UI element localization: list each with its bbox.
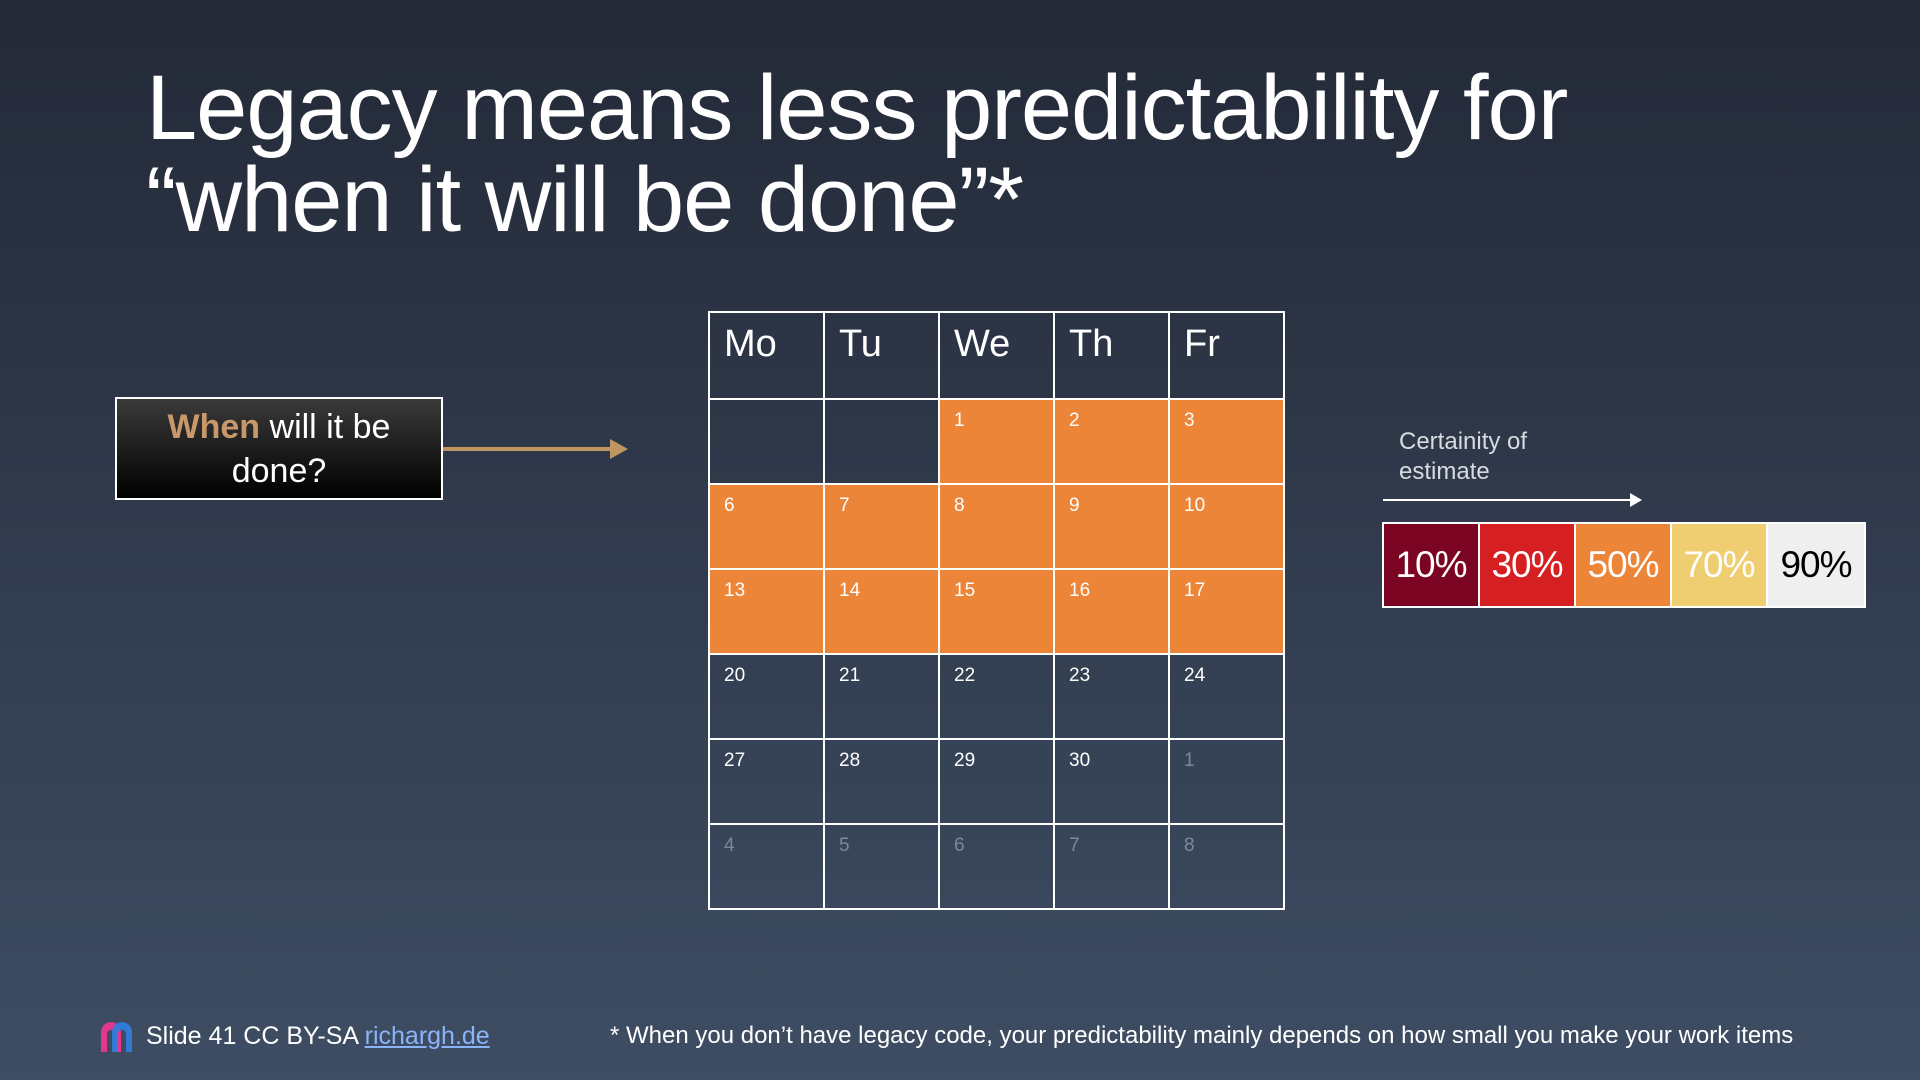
- calendar-day-number: 14: [839, 580, 861, 601]
- question-highlight: When: [167, 407, 261, 446]
- calendar-day-cell: 2: [1053, 398, 1170, 485]
- calendar-day-cell: 10: [1168, 483, 1285, 570]
- calendar-day-number: 4: [724, 835, 735, 856]
- question-rest: will it be done?: [231, 407, 391, 490]
- calendar-header-cell: Fr: [1168, 311, 1285, 400]
- calendar-day-cell: 22: [938, 653, 1055, 740]
- calendar-day-number: 27: [724, 750, 746, 771]
- calendar-day-cell: 28: [823, 738, 940, 825]
- question-arrow-head-icon: [610, 439, 628, 459]
- calendar-week-row: 6 7 8 9 10: [708, 483, 1285, 570]
- calendar-day-cell: 30: [1053, 738, 1170, 825]
- calendar-day-cell: [823, 398, 940, 485]
- calendar-day-cell: 1: [938, 398, 1055, 485]
- calendar-day-number: 23: [1069, 665, 1091, 686]
- calendar-day-cell: 3: [1168, 398, 1285, 485]
- calendar-day-cell: [708, 398, 825, 485]
- calendar-day-number: 24: [1184, 665, 1206, 686]
- calendar-week-row: 4 5 6 7 8: [708, 823, 1285, 910]
- certainty-arrow-head-icon: [1630, 493, 1642, 507]
- calendar-day-number: 20: [724, 665, 746, 686]
- calendar-day-number: 13: [724, 580, 746, 601]
- certainty-level: 70%: [1672, 524, 1768, 606]
- calendar-day-cell: 13: [708, 568, 825, 655]
- calendar-day-number: 7: [1069, 835, 1080, 856]
- calendar-day-cell: 4: [708, 823, 825, 910]
- calendar-day-number: 5: [839, 835, 850, 856]
- calendar-day-cell: 6: [708, 483, 825, 570]
- calendar-week-row: 20 21 22 23 24: [708, 653, 1285, 740]
- calendar-day-cell: 20: [708, 653, 825, 740]
- certainty-level: 10%: [1384, 524, 1480, 606]
- calendar-week-row: 13 14 15 16 17: [708, 568, 1285, 655]
- calendar-day-number: 30: [1069, 750, 1091, 771]
- calendar-day-number: 7: [839, 495, 850, 516]
- calendar-day-cell: 24: [1168, 653, 1285, 740]
- calendar-day-number: 16: [1069, 580, 1091, 601]
- calendar-day-number: 10: [1184, 495, 1206, 516]
- slide-title: Legacy means less predictability for “wh…: [146, 62, 1746, 246]
- footer-slide-info: Slide 41 CC BY-SA richargh.de: [146, 1022, 490, 1051]
- calendar-day-cell: 8: [1168, 823, 1285, 910]
- logo-icon: [101, 1022, 132, 1052]
- calendar-day-number: 28: [839, 750, 861, 771]
- certainty-label: Certainity of estimate: [1399, 428, 1528, 485]
- calendar-day-number: 6: [954, 835, 965, 856]
- calendar-day-number: 8: [1184, 835, 1195, 856]
- calendar-header-cell: Th: [1053, 311, 1170, 400]
- calendar-day-number: 1: [1184, 750, 1195, 771]
- question-text: When will it be done?: [137, 405, 421, 493]
- calendar-day-cell: 21: [823, 653, 940, 740]
- calendar-day-number: 9: [1069, 495, 1080, 516]
- certainty-level: 90%: [1768, 524, 1864, 606]
- calendar-day-cell: 17: [1168, 568, 1285, 655]
- calendar-day-cell: 6: [938, 823, 1055, 910]
- certainty-scale: 10% 30% 50% 70% 90%: [1382, 522, 1866, 608]
- certainty-arrow-line: [1383, 499, 1633, 501]
- calendar-day-cell: 27: [708, 738, 825, 825]
- calendar-day-number: 2: [1069, 410, 1080, 431]
- footer-link[interactable]: richargh.de: [364, 1022, 490, 1050]
- question-box: When will it be done?: [115, 397, 443, 500]
- calendar-day-number: 6: [724, 495, 735, 516]
- calendar-day-number: 22: [954, 665, 976, 686]
- calendar-day-number: 29: [954, 750, 976, 771]
- calendar-day-cell: 8: [938, 483, 1055, 570]
- calendar-day-cell: 1: [1168, 738, 1285, 825]
- calendar-day-number: 15: [954, 580, 976, 601]
- question-arrow-line: [443, 447, 613, 451]
- calendar-week-row: 1 2 3: [708, 398, 1285, 485]
- calendar-day-cell: 7: [823, 483, 940, 570]
- calendar-week-row: 27 28 29 30 1: [708, 738, 1285, 825]
- calendar-header-cell: We: [938, 311, 1055, 400]
- calendar-day-cell: 5: [823, 823, 940, 910]
- calendar-day-number: 1: [954, 410, 965, 431]
- footnote: * When you don’t have legacy code, your …: [610, 1022, 1794, 1049]
- calendar-header-cell: Tu: [823, 311, 940, 400]
- calendar-day-number: 8: [954, 495, 965, 516]
- calendar-day-cell: 14: [823, 568, 940, 655]
- footer-slide-text: Slide 41 CC BY-SA: [146, 1022, 365, 1050]
- calendar-day-cell: 15: [938, 568, 1055, 655]
- title-line-1: Legacy means less predictability for: [146, 57, 1568, 159]
- calendar-day-cell: 23: [1053, 653, 1170, 740]
- calendar-day-cell: 29: [938, 738, 1055, 825]
- certainty-level: 50%: [1576, 524, 1672, 606]
- calendar-day-number: 17: [1184, 580, 1206, 601]
- calendar-day-cell: 7: [1053, 823, 1170, 910]
- calendar-day-cell: 9: [1053, 483, 1170, 570]
- calendar-day-number: 3: [1184, 410, 1195, 431]
- calendar-day-cell: 16: [1053, 568, 1170, 655]
- calendar-header-cell: Mo: [708, 311, 825, 400]
- certainty-level: 30%: [1480, 524, 1576, 606]
- title-line-2: “when it will be done”*: [146, 149, 1024, 251]
- calendar: Mo Tu We Th Fr 1 2 3 6 7 8 9 10 13 14 15 16 17 20 21 22 23 24 2…: [708, 311, 1285, 910]
- calendar-day-number: 21: [839, 665, 861, 686]
